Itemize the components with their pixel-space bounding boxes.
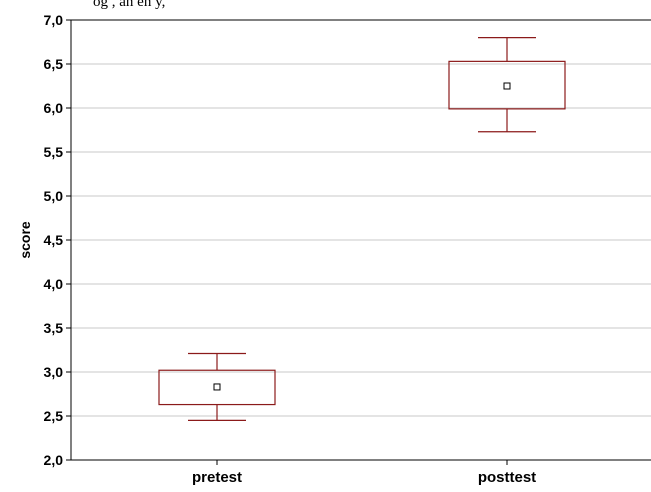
box-pretest [158, 352, 276, 421]
y-axis-title: score [17, 221, 33, 259]
y-tick-label: 3,0 [44, 364, 64, 380]
y-tick-label: 5,0 [44, 188, 64, 204]
y-tick-label: 2,0 [44, 452, 64, 468]
box-posttest [448, 36, 566, 133]
y-tick-label: 3,5 [44, 320, 64, 336]
center-marker [503, 82, 511, 90]
header-fragment: og , an en y, [93, 0, 165, 10]
gridlines [71, 63, 651, 417]
box-rect [158, 369, 276, 406]
y-tick-label: 5,5 [44, 144, 64, 160]
x-category-label: posttest [478, 469, 536, 486]
y-tick-label: 6,5 [44, 56, 64, 72]
box-rect [448, 60, 566, 110]
y-tick-label: 2,5 [44, 408, 64, 424]
y-tick-label: 7,0 [44, 12, 64, 28]
center-marker [213, 383, 221, 391]
x-categories: pretest posttest [192, 460, 536, 486]
y-ticks: 2,0 2,5 3,0 3,5 4,0 4,5 5,0 5,5 6,0 6,5 7,0 [44, 12, 71, 468]
y-tick-label: 4,5 [44, 232, 64, 248]
x-category-label: pretest [192, 469, 242, 486]
y-tick-label: 6,0 [44, 100, 64, 116]
boxes [158, 36, 566, 421]
y-tick-label: 4,0 [44, 276, 64, 292]
